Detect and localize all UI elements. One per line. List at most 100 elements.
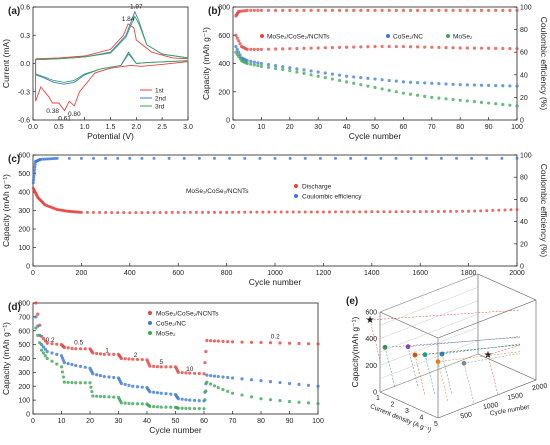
data-point-MoSe₂: [119, 401, 123, 405]
data-point-Discharge: [206, 210, 210, 214]
data-point-CoSe₂/NC: [45, 349, 49, 354]
data-point-CoSe₂/NC: [316, 70, 320, 74]
y-axis-label: Capacity (mAh g⁻¹): [1, 174, 11, 247]
data-point-Discharge: [267, 210, 271, 214]
x-tick-label: 100: [312, 418, 324, 425]
data-point-Discharge: [382, 210, 386, 214]
x-axis-label: Cycle number: [349, 131, 402, 141]
data-point-Discharge: [340, 210, 344, 214]
box-edge: [379, 311, 439, 339]
y-tick-label: 100: [18, 398, 30, 405]
data-point-CE: [437, 8, 441, 12]
data-point-MoSe₂/CoSe₂/NCNTs: [444, 46, 448, 50]
data-point-MoSe₂/CoSe₂/NCNTs: [148, 364, 152, 368]
y-tick-label: 600: [18, 328, 30, 335]
data-point-Discharge: [152, 211, 156, 215]
panel-label: (d): [8, 302, 21, 313]
box-edge: [379, 391, 439, 419]
data-point-Coulombic efficiency: [379, 156, 383, 160]
data-point-CoSe₂/NC: [102, 374, 106, 379]
data-point-MoSe₂/CoSe₂/NCNTs: [45, 341, 49, 345]
legend-label: MoSe₂/CoSe₂/NCNTs: [267, 34, 330, 41]
data-point-CoSe₂/NC: [192, 398, 197, 402]
data-point-MoSe₂/CoSe₂/NCNTs: [204, 349, 208, 354]
y-tick-label: -0.3: [18, 89, 30, 96]
data-point-MoSe₂/CoSe₂/NCNTs: [202, 372, 206, 376]
y2-tick-label: 80: [520, 175, 528, 182]
x-tick-label: 2.0: [131, 124, 141, 131]
data-point-Discharge: [170, 210, 174, 214]
cv-curve-1st: [35, 23, 189, 112]
data-point-MoSe₂/CoSe₂/NCNTs: [184, 371, 188, 375]
data-point-MoSe₂: [91, 394, 95, 398]
data-point-MoSe₂: [148, 404, 152, 408]
y2-axis-label: Coulombic efficiency (%): [539, 17, 549, 111]
data-point-MoSe₂: [458, 98, 462, 102]
data-point-MoSe₂/CoSe₂/NCNTs: [107, 352, 111, 356]
data-point-MoSe₂: [70, 380, 74, 385]
data-point-CoSe₂/NC: [55, 352, 59, 356]
data-point-MoSe₂/CoSe₂/NCNTs: [465, 46, 469, 50]
data-point-MoSe₂/CoSe₂/NCNTs: [131, 357, 135, 361]
data-point-MoSe₂: [259, 397, 263, 401]
data-point-Coulombic efficiency: [55, 156, 59, 160]
data-point-Coulombic efficiency: [32, 170, 36, 174]
panel-label: (c): [8, 154, 20, 165]
y-tick-label: 800: [18, 301, 30, 308]
data-point-MoSe₂/CoSe₂/NCNTs: [302, 46, 306, 50]
data-point-MoSe₂: [323, 76, 327, 80]
data-point-CoSe₂/NC: [330, 72, 334, 76]
peak-annotation: 1.97: [130, 4, 143, 11]
data-point-Discharge: [303, 210, 307, 214]
data-point-MoSe₂/CoSe₂/NCNTs: [288, 47, 292, 51]
projection-line: [407, 336, 521, 347]
data-point-Discharge: [334, 210, 337, 214]
data-point-MoSe₂/CoSe₂/NCNTs: [256, 47, 260, 51]
x-tick-label: 10: [258, 124, 266, 131]
x-tick-label: 5: [434, 421, 438, 428]
data-point-MoSe₂: [205, 380, 209, 384]
data-point-CoSe₂/NC: [359, 76, 363, 80]
x-tick-label: 0.0: [28, 124, 38, 131]
data-point-CoSe₂/NC: [472, 83, 476, 87]
data-point-MoSe₂: [394, 90, 398, 94]
grid-line: [379, 287, 479, 326]
data-point-CoSe₂/NC: [50, 351, 54, 355]
x-tick-label: 60: [200, 418, 208, 425]
data-point-Coulombic efficiency: [167, 156, 171, 160]
data-point-MoSe₂: [423, 94, 427, 98]
data-point-MoSe₂/CoSe₂/NCNTs: [230, 340, 235, 344]
x-tick-label: 80: [257, 418, 265, 425]
data-point-CoSe₂/NC: [66, 361, 70, 366]
circle-marker: [439, 351, 445, 357]
data-point-CoSe₂/NC: [119, 381, 123, 386]
data-point-CoSe₂/NC: [323, 71, 327, 75]
x-tick-label: 1.5: [106, 124, 116, 131]
data-point-Coulombic efficiency: [32, 175, 36, 179]
data-point-CoSe₂/NC: [112, 375, 116, 380]
legend-marker: [294, 184, 298, 188]
data-point-MoSe₂/CoSe₂/NCNTs: [287, 341, 292, 345]
data-point-MoSe₂: [309, 73, 313, 77]
x-tick-label: 90: [286, 418, 294, 425]
x-tick-label: 50: [172, 418, 180, 425]
data-point-MoSe₂/CoSe₂/NCNTs: [164, 365, 168, 369]
data-point-MoSe₂: [266, 65, 271, 69]
grid-line: [379, 273, 479, 313]
data-point-Discharge: [291, 210, 295, 214]
data-point-CoSe₂/NC: [268, 380, 273, 384]
data-point-CoSe₂/NC: [221, 375, 225, 379]
data-point-MoSe₂/CoSe₂/NCNTs: [249, 47, 253, 51]
data-point-CoSe₂/NC: [256, 61, 260, 65]
data-point-Discharge: [424, 210, 428, 214]
y-tick-label: 500: [18, 171, 30, 178]
data-point-MoSe₂/CoSe₂/NCNTs: [501, 46, 505, 51]
data-point-CoSe₂/NC: [123, 382, 127, 386]
data-point-CoSe₂/NC: [345, 74, 349, 78]
data-point-CoSe₂/NC: [78, 364, 83, 368]
data-point-MoSe₂/CoSe₂/NCNTs: [295, 46, 299, 51]
data-point-CE: [401, 8, 405, 12]
circle-marker: [405, 344, 411, 350]
data-point-MoSe₂/CoSe₂/NCNTs: [380, 44, 384, 49]
legend-label: MoSe₂/CoSe₂/NCNTs: [156, 311, 219, 318]
